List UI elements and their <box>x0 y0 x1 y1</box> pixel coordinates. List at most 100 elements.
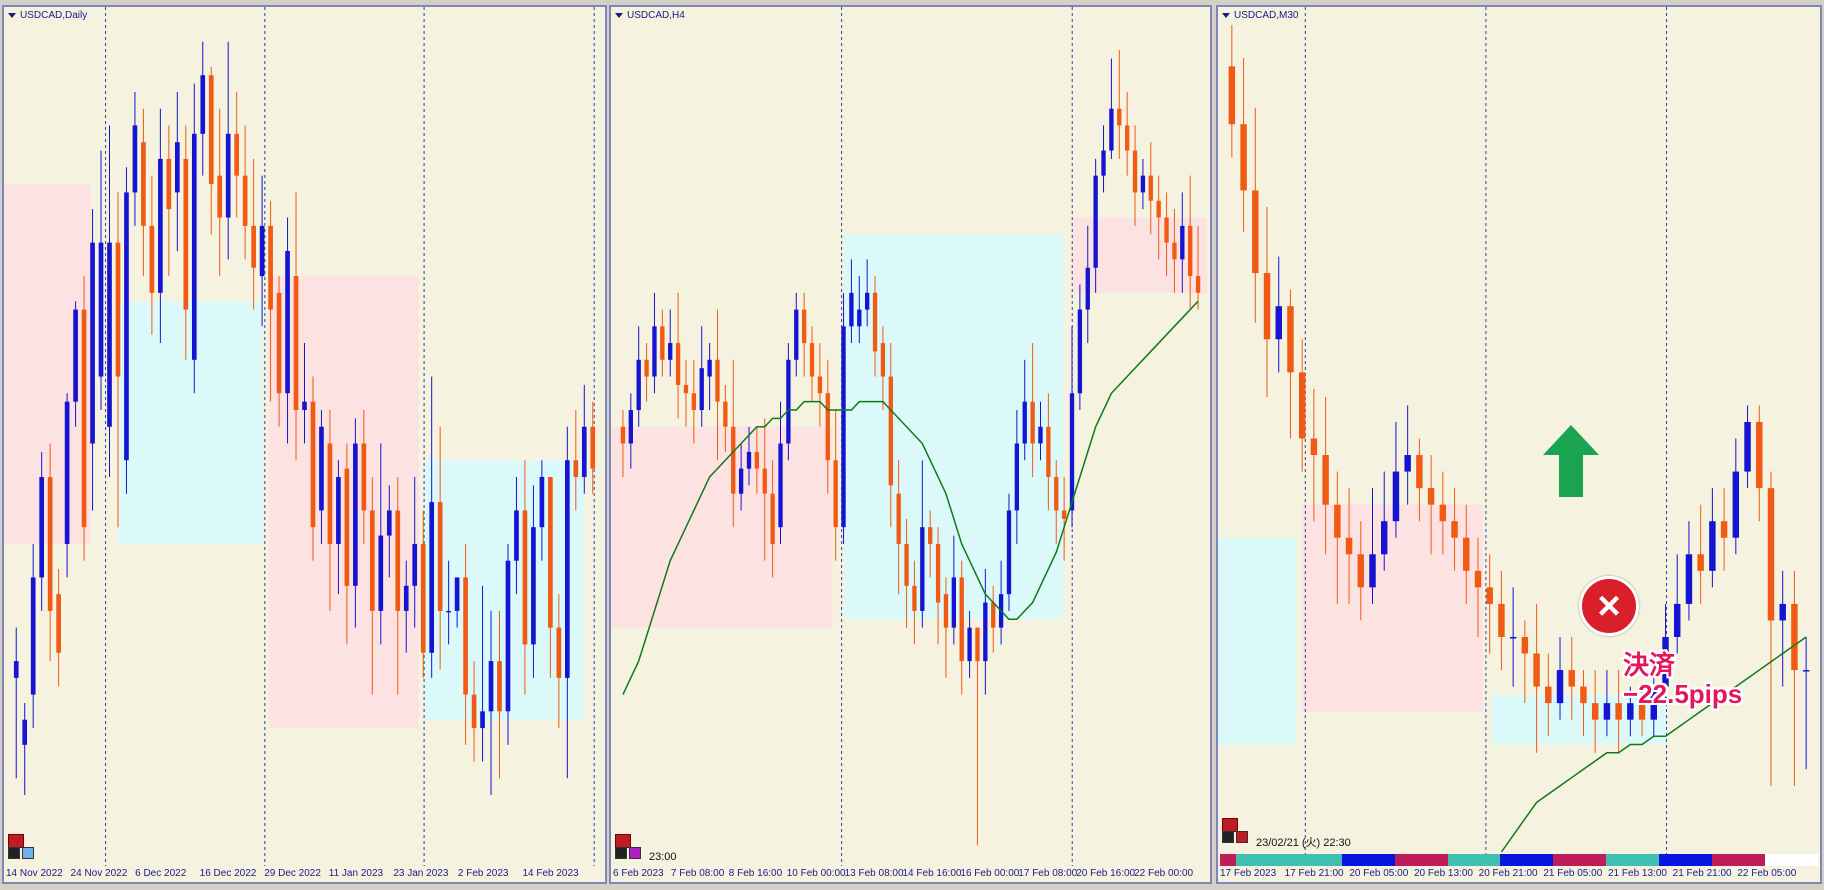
dropdown-triangle-icon[interactable] <box>8 13 16 18</box>
stop-icon[interactable] <box>1236 831 1248 843</box>
time-axis-label: 17 Feb 08:00 <box>1018 868 1078 879</box>
candle-body <box>1046 426 1051 477</box>
candle-body <box>1322 455 1329 505</box>
candle-body <box>833 460 838 528</box>
candle-body <box>1310 438 1318 456</box>
candle-body <box>539 476 545 528</box>
candle-body <box>991 602 996 628</box>
candle-body <box>242 175 248 226</box>
candle-body <box>1556 670 1564 704</box>
candle-body <box>361 443 367 511</box>
result-pips: −22.5pips <box>1623 679 1743 709</box>
candle-body <box>573 460 579 477</box>
candle-body <box>22 719 28 745</box>
candle-body <box>841 326 846 528</box>
candle-body <box>1069 393 1075 511</box>
candle-body <box>149 225 155 293</box>
chart-symbol-label: USDCAD,M30 <box>1234 10 1299 21</box>
chart-panel-daily[interactable]: USDCAD,Daily 14 Nov 2022 24 Nov 2022 6 Dec… <box>2 5 607 884</box>
candle-body <box>1117 108 1122 126</box>
candle-body <box>943 594 949 628</box>
candle-body <box>531 527 536 645</box>
candle-body <box>183 158 189 310</box>
color-icon[interactable] <box>629 847 641 859</box>
candle-body <box>1093 175 1098 268</box>
time-axis-label: 22 Feb 00:00 <box>1134 868 1194 879</box>
candle-body <box>951 577 956 628</box>
candle-body <box>1287 306 1294 373</box>
candle-body <box>191 133 197 360</box>
status-strip-segment <box>1220 854 1236 866</box>
candle-body <box>754 451 760 469</box>
zone-rect <box>611 426 833 628</box>
candle-body <box>1054 476 1059 511</box>
time-axis-label: 8 Feb 16:00 <box>728 868 783 879</box>
candle-body <box>251 225 256 268</box>
candle-body <box>746 451 752 469</box>
zone-rect <box>118 301 263 544</box>
candle-body <box>723 401 728 427</box>
candle-body <box>403 585 409 611</box>
candle-body <box>1109 108 1114 151</box>
time-axis-label: 20 Feb 13:00 <box>1414 868 1473 879</box>
status-strip-segment <box>1712 854 1766 866</box>
candle-body <box>217 175 223 218</box>
candle-body <box>208 75 214 185</box>
chart-symbol-label: USDCAD,Daily <box>20 10 88 21</box>
candle-body <box>691 393 697 411</box>
chart-panel-m30[interactable]: USDCAD,M30 23/02/21 (火) 22:30 17 Feb 202… <box>1216 5 1822 884</box>
candle-body <box>1263 273 1271 340</box>
candle-body <box>1615 703 1622 720</box>
candle-body <box>1240 124 1247 191</box>
grid-icon[interactable] <box>22 847 34 859</box>
candle-body <box>1164 217 1169 243</box>
chart-panel-h4[interactable]: USDCAD,H4 23:00 6 Feb 2023 7 Feb 08:00 8 F… <box>609 5 1212 884</box>
candle-body <box>1014 443 1020 511</box>
candle-body <box>353 443 358 586</box>
candle-body <box>276 292 282 394</box>
candle-body <box>1404 455 1411 472</box>
candle-body <box>166 158 172 210</box>
moving-average-line <box>1500 636 1807 853</box>
pen-icon[interactable] <box>1222 831 1234 843</box>
candle-body <box>514 510 519 561</box>
candle-body <box>285 250 290 394</box>
dropdown-triangle-icon[interactable] <box>615 13 623 18</box>
candle-body <box>1439 504 1447 522</box>
chart-corner-icons <box>615 846 643 864</box>
candle-body <box>47 476 53 611</box>
time-axis-label: 16 Dec 2022 <box>199 868 257 879</box>
candle-body <box>1392 471 1400 522</box>
pen-icon[interactable] <box>8 847 20 859</box>
candle-body <box>581 426 587 477</box>
time-axis-label: 10 Feb 00:00 <box>786 868 846 879</box>
candle-body <box>1369 554 1376 588</box>
candle-body <box>30 577 36 695</box>
candle-body <box>857 309 862 327</box>
candle-body <box>115 242 121 377</box>
candle-body <box>1474 570 1482 588</box>
candle-body <box>935 543 941 603</box>
candle-body <box>548 476 553 628</box>
candle-body <box>141 142 146 226</box>
status-strip-segment <box>1765 854 1819 866</box>
candle-body <box>675 343 681 385</box>
candle-body <box>386 510 392 536</box>
candle-body <box>1650 686 1658 720</box>
candle-body <box>1427 488 1435 505</box>
candle-body <box>1533 653 1540 687</box>
candle-body <box>1275 306 1282 340</box>
candle-body <box>707 359 712 377</box>
candle-body <box>817 376 823 394</box>
candle-body <box>1357 554 1365 588</box>
bottom-time-label: 23:00 <box>649 851 677 863</box>
candlestick-chart <box>611 7 1208 866</box>
dropdown-triangle-icon[interactable] <box>1222 13 1230 18</box>
candle-body <box>497 661 502 712</box>
pen-icon[interactable] <box>615 847 627 859</box>
candle-body <box>1791 603 1798 671</box>
chart-corner-icons <box>1222 830 1250 848</box>
candlestick-chart <box>1218 7 1810 866</box>
signal-status-strip <box>1220 854 1819 866</box>
time-axis-label: 20 Feb 05:00 <box>1349 868 1409 879</box>
